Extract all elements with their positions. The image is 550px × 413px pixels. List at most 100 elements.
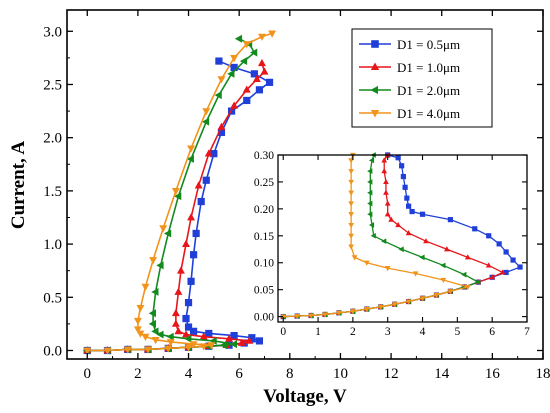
data-point [202, 176, 210, 184]
inset-data-point [447, 217, 453, 223]
data-point [184, 323, 193, 331]
data-point [227, 69, 235, 78]
y-tick-label: 2.0 [43, 131, 62, 147]
y-tick-label: 1.5 [43, 184, 62, 200]
data-point [199, 343, 208, 351]
data-point [268, 30, 277, 38]
inset-data-point [381, 238, 387, 245]
inset-data-point [485, 262, 492, 268]
data-point [184, 299, 193, 307]
data-point [257, 58, 266, 67]
x-tick-label: 6 [235, 366, 243, 382]
legend-marker [370, 109, 380, 118]
inset-y-tick-label: 0.15 [254, 231, 274, 243]
data-point [248, 334, 256, 342]
x-axis-label: Voltage, V [263, 386, 347, 407]
inset-data-point [402, 184, 408, 190]
inset-y-tick-label: 0.10 [254, 258, 274, 270]
data-point [182, 239, 190, 247]
data-point [260, 67, 269, 75]
inset-data-point [363, 260, 370, 266]
inset-plot-frame [277, 154, 528, 323]
data-point [204, 149, 213, 157]
main-axes: 0 2 4 6 8 10 12 14 16 180.00.51.01.52.02.53.0 [43, 10, 550, 382]
legend-label: D1 = 2.0μm [397, 83, 460, 98]
inset-data-point [444, 246, 450, 252]
legend-marker [370, 62, 380, 71]
data-point [166, 339, 175, 347]
data-point [103, 347, 112, 355]
x-tick-label: 14 [434, 366, 450, 382]
data-point [230, 63, 238, 72]
inset-background [278, 155, 527, 322]
inset-data-point [503, 249, 509, 255]
inset-data-point [377, 304, 384, 311]
inset-data-point [510, 257, 516, 263]
data-point [217, 76, 226, 84]
data-point [123, 346, 132, 354]
legend-label: D1 = 4.0μm [397, 106, 460, 121]
data-point [136, 305, 145, 313]
inset-x-tick-label: 7 [524, 326, 530, 338]
inset-data-point [412, 271, 419, 277]
data-point [163, 229, 172, 238]
data-point [237, 338, 246, 346]
data-point [265, 78, 274, 86]
legend-marker [371, 40, 379, 48]
inset-data-point [423, 238, 429, 244]
data-point [257, 33, 266, 41]
main-plot-series [82, 30, 277, 355]
inset-y-tick-label: 0.00 [254, 312, 274, 324]
x-tick-label: 12 [384, 366, 399, 382]
y-tick-label: 0.0 [43, 343, 62, 359]
y-tick-label: 3.0 [43, 24, 62, 40]
inset-x-tick-label: 1 [315, 326, 321, 338]
data-point [230, 101, 239, 109]
inset-data-point [433, 292, 440, 299]
inset-data-point [503, 269, 509, 276]
inset-x-tick-label: 2 [350, 326, 356, 338]
inset-x-tick-label: 4 [420, 326, 426, 338]
data-point [148, 319, 156, 328]
inset-x-tick-label: 3 [385, 326, 391, 338]
data-point [164, 345, 173, 353]
inset-data-point [499, 269, 506, 275]
inset-data-point [348, 169, 354, 175]
legend-label: D1 = 0.5μm [397, 37, 460, 52]
data-point [205, 329, 213, 338]
x-tick-label: 2 [134, 366, 142, 382]
inset-data-point [368, 157, 375, 164]
inset-data-point [348, 212, 354, 218]
data-point [215, 57, 223, 65]
data-point [83, 347, 92, 355]
inset-data-point [322, 312, 328, 318]
inset-data-point [368, 222, 375, 228]
data-point [252, 74, 261, 83]
inset-data-point [419, 296, 426, 302]
inset-y-tick-label: 0.25 [254, 177, 274, 189]
inset-data-point [383, 189, 389, 195]
inset-data-point [496, 241, 502, 247]
data-point [255, 337, 264, 345]
inset-data-point [308, 313, 314, 319]
data-point [156, 330, 164, 339]
data-point [151, 336, 160, 345]
inset-data-point [367, 200, 373, 207]
data-point [207, 342, 216, 350]
inset-data-point [440, 262, 446, 269]
inset-data-point [399, 163, 405, 169]
data-point [187, 145, 196, 153]
inset-data-point [348, 233, 354, 239]
data-point [230, 55, 239, 63]
data-point [176, 266, 185, 274]
data-point [149, 257, 158, 265]
inset-y-tick-label: 0.30 [254, 150, 274, 162]
inset-data-point [395, 221, 402, 228]
data-point [201, 117, 210, 126]
inset-data-point [517, 264, 523, 270]
inset-data-point [395, 155, 401, 161]
inset-data-point [398, 246, 404, 253]
inset-data-point [405, 299, 412, 305]
legend: D1 = 0.5μm D1 = 1.0μm D1 = 2.0μm D1 = 4.0μm [351, 28, 493, 128]
